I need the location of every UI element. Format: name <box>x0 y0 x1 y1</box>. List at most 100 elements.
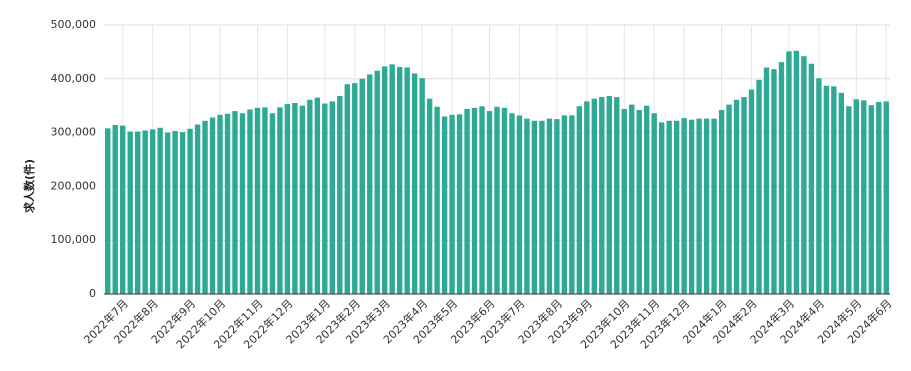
bar <box>853 99 860 294</box>
bar <box>374 70 380 294</box>
bar <box>569 115 575 294</box>
bar <box>396 66 403 295</box>
bar <box>629 104 635 295</box>
bar <box>509 113 515 295</box>
bar <box>367 74 373 294</box>
bar <box>494 106 500 294</box>
bar <box>441 116 448 295</box>
bar <box>479 106 485 294</box>
bar <box>696 118 702 294</box>
bar <box>404 67 410 294</box>
bar <box>426 98 433 295</box>
bar <box>756 79 762 294</box>
bar <box>554 119 560 295</box>
bar <box>801 56 807 295</box>
bar <box>486 111 493 294</box>
bar <box>419 78 425 295</box>
bar <box>793 50 800 294</box>
bar <box>307 99 313 294</box>
bar <box>733 99 740 294</box>
bar <box>449 114 455 294</box>
bar <box>681 118 687 294</box>
bar <box>142 130 148 294</box>
bar <box>157 127 163 295</box>
bar <box>464 108 470 294</box>
bar <box>262 107 268 295</box>
bar <box>202 120 208 294</box>
y-tick-label: 100,000 <box>51 233 97 246</box>
bar <box>644 105 650 294</box>
bar <box>658 122 665 295</box>
bar <box>382 66 388 295</box>
bar <box>322 103 328 294</box>
bar <box>209 117 216 294</box>
bar <box>254 107 261 295</box>
bar <box>763 67 770 294</box>
bar <box>127 131 133 294</box>
bar <box>748 89 755 294</box>
bar <box>359 78 365 294</box>
bar <box>636 110 642 294</box>
bar <box>194 124 201 294</box>
bar <box>149 129 156 294</box>
bar <box>329 101 336 295</box>
bar <box>531 120 538 294</box>
bar <box>876 101 882 295</box>
bar <box>389 64 395 294</box>
bar <box>232 111 238 294</box>
bar <box>239 113 246 295</box>
bar <box>164 132 171 294</box>
bar <box>337 96 343 295</box>
bar <box>471 107 478 295</box>
bar <box>838 92 845 295</box>
bar <box>277 107 283 295</box>
bar <box>778 62 785 294</box>
bar <box>576 106 583 294</box>
bar <box>846 106 852 294</box>
bar <box>112 125 118 295</box>
bar <box>546 118 553 294</box>
bar <box>292 103 298 294</box>
bar <box>688 119 695 294</box>
bar <box>718 110 725 294</box>
bar <box>741 97 747 294</box>
y-tick-label: 400,000 <box>51 72 97 85</box>
bar <box>172 130 178 294</box>
bar <box>621 108 627 294</box>
bar <box>666 120 672 294</box>
bar <box>831 86 837 294</box>
bar <box>786 51 792 294</box>
bar <box>591 98 598 295</box>
bar <box>120 125 126 294</box>
bar <box>703 118 710 294</box>
y-tick-label: 200,000 <box>51 179 97 192</box>
bar <box>808 63 815 295</box>
bar <box>344 84 350 295</box>
bar <box>269 113 276 295</box>
bar <box>284 104 291 294</box>
bar <box>673 120 680 294</box>
bar <box>105 128 111 294</box>
bar <box>539 120 545 294</box>
bar <box>599 97 605 294</box>
bar <box>614 97 620 294</box>
bar <box>501 107 508 295</box>
bar <box>823 85 830 294</box>
bar <box>187 128 193 294</box>
bar <box>224 113 231 295</box>
bar <box>456 114 463 294</box>
bar <box>561 115 568 294</box>
bar <box>711 118 717 294</box>
y-tick-label: 300,000 <box>51 126 97 139</box>
bar <box>352 83 358 294</box>
y-tick-label: 0 <box>89 287 96 300</box>
bar <box>314 97 321 294</box>
bar <box>434 106 440 294</box>
bar <box>299 105 306 294</box>
bar <box>134 131 141 294</box>
bar <box>411 73 418 294</box>
y-axis-title: 求人数(件) <box>22 159 36 213</box>
bar <box>179 132 186 294</box>
bar <box>816 78 822 295</box>
